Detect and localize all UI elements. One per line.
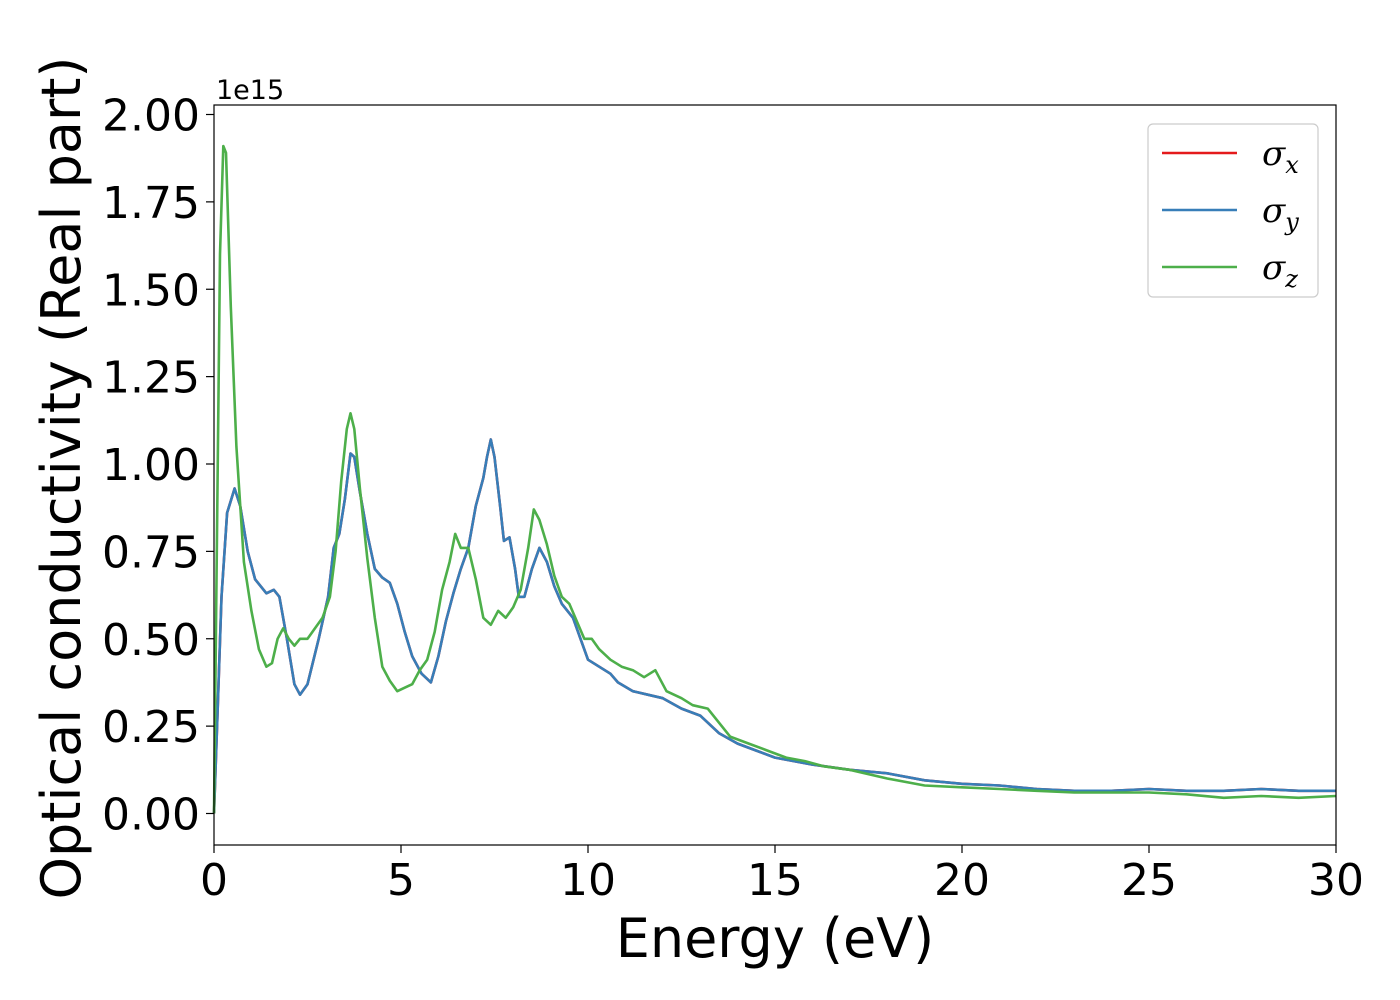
legend: σx σy σz: [1147, 123, 1319, 298]
x-tick-label: 0: [200, 855, 228, 906]
x-axis-label: Energy (eV): [616, 907, 935, 970]
y-tick-label: 1.75: [102, 178, 200, 229]
y-tick-label: 0.50: [102, 615, 200, 666]
y-offset-label: 1e15: [216, 75, 284, 106]
y-tick-label: 0.00: [102, 790, 200, 841]
y-axis-ticks: 0.00 0.25 0.50 0.75 1.00 1.25 1.50 1.75 2.00: [102, 91, 214, 841]
y-tick-label: 2.00: [102, 91, 200, 142]
y-tick-label: 0.75: [102, 527, 200, 578]
x-tick-label: 15: [747, 855, 803, 906]
x-tick-label: 25: [1121, 855, 1177, 906]
legend-label-y: σy: [1262, 191, 1299, 236]
x-tick-label: 30: [1308, 855, 1364, 906]
legend-label-x: σx: [1262, 134, 1299, 179]
x-tick-label: 10: [560, 855, 616, 906]
y-tick-label: 1.50: [102, 265, 200, 316]
y-tick-label: 1.25: [102, 353, 200, 404]
y-axis-label: Optical conductivity (Real part): [30, 57, 93, 900]
series-line-z: [212, 144, 1337, 814]
y-tick-label: 1.00: [102, 440, 200, 491]
series-lines: [212, 144, 1337, 814]
legend-label-z: σz: [1262, 248, 1298, 293]
x-tick-label: 20: [934, 855, 990, 906]
x-axis-ticks: 0 5 10 15 20 25 30: [200, 845, 1364, 906]
x-tick-label: 5: [387, 855, 415, 906]
y-tick-label: 0.25: [102, 702, 200, 753]
